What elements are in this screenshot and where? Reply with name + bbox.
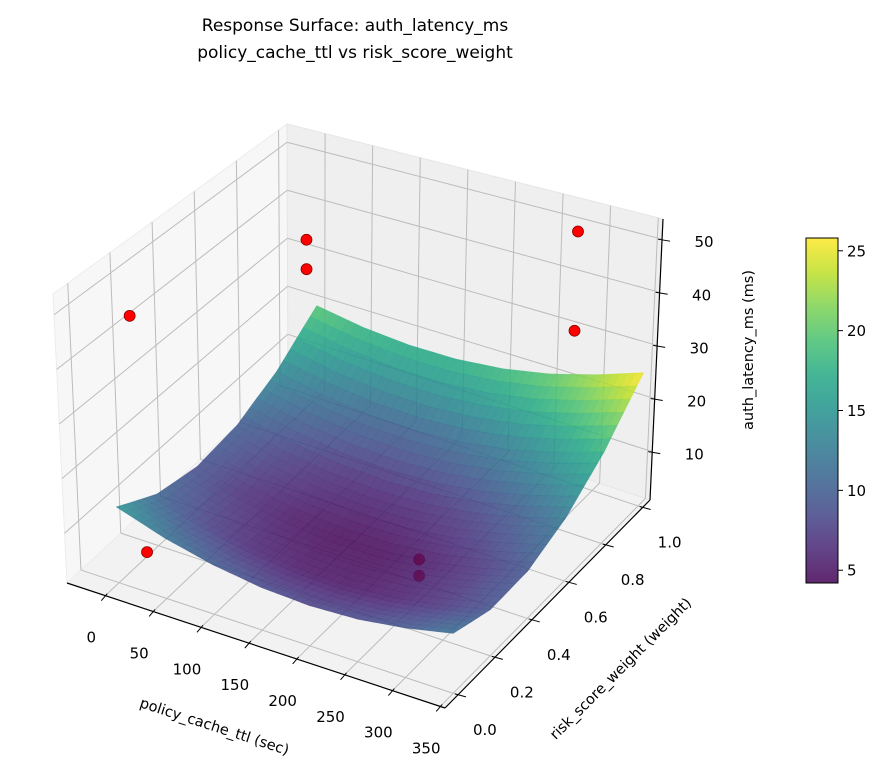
y-tick-label: 1.0 [658, 533, 682, 551]
y-tick-label: 0.6 [584, 608, 608, 626]
gridline-y-left [67, 283, 82, 571]
y-tick-mark [491, 655, 503, 660]
gridline-z-back [287, 237, 658, 346]
axis-lines [66, 218, 671, 712]
y-tick-mark [528, 618, 540, 623]
y-tick-label: 0.2 [510, 683, 534, 701]
x-tick-label: 350 [412, 739, 441, 757]
y-tick-mark [565, 580, 577, 585]
gridline-z-left [61, 285, 288, 480]
y-axis-label: risk_score_weight (weight) [547, 595, 695, 743]
data-point [568, 324, 581, 337]
z-axis-line [649, 218, 664, 501]
z-tick-label: 10 [685, 446, 704, 464]
x-tick-mark [340, 672, 347, 681]
colorbar: 5 10 15 20 25 [805, 237, 866, 584]
x-axis-line [66, 582, 446, 709]
colorbar-tick-label: 25 [847, 242, 866, 260]
colorbar-tick-label: 15 [847, 402, 866, 420]
response-surface [115, 305, 645, 634]
chart-title-line-1: Response Surface: auth_latency_ms [202, 16, 509, 36]
x-tick-label: 50 [130, 644, 149, 662]
x-tick-mark [100, 593, 108, 601]
colorbar-gradient [805, 237, 839, 584]
z-tick-label: 40 [692, 286, 711, 304]
gridline-y-left [151, 222, 162, 497]
surface-patch [444, 628, 461, 634]
gridline-y-left [193, 191, 201, 460]
colorbar-tick-label: 20 [847, 322, 866, 340]
x-tick-label: 150 [221, 676, 250, 694]
z-tick-mark [650, 398, 663, 402]
y-tick-label: 0.0 [473, 721, 497, 739]
z-tick-mark [653, 344, 666, 348]
x-tick-label: 100 [173, 660, 202, 678]
gridline-y-floor [80, 569, 459, 696]
tick-labels: 0 50 100 150 200 250 300 350 0.0 0.2 0.4 0.6 0.8 1.0 1… [87, 233, 714, 757]
gridline-z-left [58, 237, 288, 425]
z-tick-mark [657, 238, 671, 242]
data-point [300, 263, 313, 276]
x-tick-label: 250 [316, 708, 345, 726]
z-axis-label: auth_latency_ms (ms) [741, 270, 757, 430]
x-tick-mark [196, 624, 204, 633]
colorbar-tick-label: 10 [847, 482, 866, 500]
gridline-z-left [53, 141, 288, 316]
x-tick-label: 300 [364, 724, 393, 742]
gridline-z-left [56, 189, 288, 370]
data-point [123, 309, 136, 322]
data-point [141, 546, 153, 558]
x-tick-mark [148, 609, 156, 617]
y-tick-mark [602, 543, 614, 548]
y-tick-mark [639, 506, 651, 510]
x-tick-mark [292, 656, 300, 665]
colorbar-tick-label: 5 [847, 562, 857, 580]
gridline-x-back [644, 217, 659, 499]
x-tick-mark [435, 704, 443, 712]
gridline-z-back [287, 189, 660, 293]
z-tick-label: 30 [690, 339, 709, 357]
y-tick-mark [454, 693, 467, 698]
gridline-z-back [286, 141, 663, 240]
z-tick-mark [648, 451, 661, 455]
x-tick-mark [244, 640, 252, 649]
data-point [300, 233, 313, 246]
gridline-y-left [109, 252, 122, 534]
y-tick-label: 0.8 [621, 571, 645, 589]
x-tick-label: 200 [268, 692, 297, 710]
chart-title-line-2: policy_cache_ttl vs risk_score_weight [197, 43, 513, 63]
gridline-y-left [235, 160, 241, 423]
z-tick-label: 20 [687, 393, 706, 411]
y-tick-label: 0.4 [547, 646, 571, 664]
z-tick-label: 50 [695, 233, 714, 251]
gridline-x-floor [439, 498, 646, 707]
z-tick-mark [655, 291, 668, 295]
data-point [572, 225, 584, 238]
gridline-y-left [278, 130, 281, 386]
data-points [123, 225, 584, 558]
x-tick-label: 0 [87, 629, 97, 647]
gridline-z-left [64, 333, 289, 534]
y-axis-line [444, 499, 651, 709]
x-tick-mark [387, 688, 395, 696]
